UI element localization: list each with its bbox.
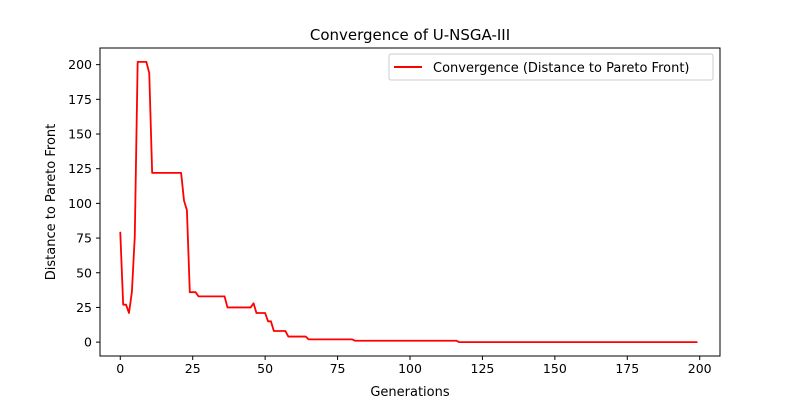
x-tick-label: 75 <box>330 361 346 376</box>
x-tick-label: 125 <box>471 361 495 376</box>
legend: Convergence (Distance to Pareto Front) <box>388 53 714 81</box>
y-tick-label: 150 <box>68 127 92 142</box>
chart-title: Convergence of U-NSGA-III <box>310 26 510 44</box>
y-tick-label: 125 <box>68 161 92 176</box>
legend-box <box>388 53 714 81</box>
x-tick-label: 200 <box>688 361 712 376</box>
x-axis-label: Generations <box>370 385 450 400</box>
x-tick-label: 50 <box>257 361 273 376</box>
x-tick-label: 100 <box>398 361 422 376</box>
y-tick-label: 0 <box>84 335 92 350</box>
x-tick-label: 25 <box>185 361 201 376</box>
x-tick-label: 150 <box>543 361 567 376</box>
y-tick-label: 25 <box>76 300 92 315</box>
series-line-0 <box>119 60 698 344</box>
x-tick-label: 175 <box>615 361 639 376</box>
y-axis-label: Distance to Pareto Front <box>44 124 59 281</box>
y-tick-label: 75 <box>76 231 92 246</box>
y-tick-label: 50 <box>76 265 92 280</box>
legend-label: Convergence (Distance to Pareto Front) <box>433 61 690 76</box>
y-tick-label: 100 <box>68 196 92 211</box>
y-tick-label: 175 <box>68 92 92 107</box>
y-tick-label: 200 <box>68 57 92 72</box>
x-tick-label: 0 <box>116 361 124 376</box>
